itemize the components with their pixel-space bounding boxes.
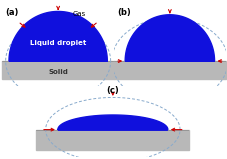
- Bar: [36, 130, 188, 150]
- Bar: [114, 61, 225, 79]
- Polygon shape: [9, 11, 107, 61]
- Text: Liquid droplet: Liquid droplet: [30, 40, 86, 46]
- Text: (a): (a): [6, 8, 19, 17]
- Polygon shape: [125, 15, 214, 61]
- Text: (b): (b): [117, 8, 131, 17]
- Polygon shape: [58, 115, 167, 130]
- Bar: [2, 61, 114, 79]
- Text: Solid: Solid: [48, 69, 68, 75]
- Text: (c): (c): [106, 86, 119, 95]
- Text: Gas: Gas: [72, 11, 86, 17]
